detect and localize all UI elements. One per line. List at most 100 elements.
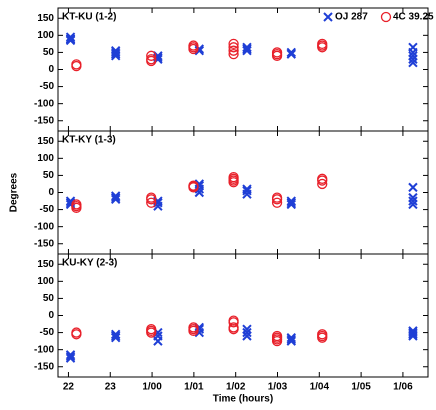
y-tick-label: -100: [34, 221, 54, 232]
x-marker: [286, 198, 296, 208]
o-marker: [380, 11, 392, 23]
y-tick-label: -150: [34, 115, 54, 126]
o-marker: [146, 327, 157, 338]
x-marker: [286, 49, 296, 59]
y-tick-label: 0: [48, 64, 54, 75]
o-marker: [71, 199, 82, 210]
o-marker: [317, 173, 328, 184]
x-marker: [110, 49, 121, 59]
o-marker: [188, 181, 199, 192]
x-marker: [408, 54, 418, 64]
x-marker: [242, 327, 252, 338]
x-marker: [286, 334, 296, 345]
o-marker: [317, 332, 328, 343]
legend-label: OJ 287: [335, 12, 368, 23]
x-marker: [194, 46, 205, 56]
y-tick-label: -50: [40, 204, 55, 215]
o-marker: [228, 42, 239, 53]
x-marker: [110, 329, 121, 339]
x-tick-label: 1/04: [310, 382, 330, 393]
x-marker: [65, 353, 76, 363]
x-marker: [110, 191, 121, 201]
x-marker: [408, 182, 418, 193]
x-axis-label: Time (hours): [213, 394, 273, 405]
o-marker: [146, 192, 157, 203]
o-marker: [271, 192, 283, 203]
o-marker: [188, 322, 199, 333]
y-tick-label: 150: [37, 136, 54, 147]
o-marker: [188, 43, 199, 55]
y-tick-label: 0: [48, 310, 54, 321]
x-marker: [408, 57, 418, 68]
x-marker: [408, 199, 418, 210]
y-tick-label: -50: [40, 327, 55, 338]
panel-frame: [57, 7, 429, 132]
panel-frame: [57, 253, 429, 378]
x-marker: [110, 333, 121, 343]
y-tick-label: -100: [34, 98, 54, 109]
x-marker: [408, 51, 418, 61]
x-tick-label: 1/01: [184, 382, 204, 393]
x-marker: [286, 196, 296, 206]
x-tick-label: 23: [105, 382, 117, 393]
o-marker: [228, 171, 239, 183]
x-marker: [65, 32, 76, 42]
o-marker: [228, 175, 239, 186]
x-marker: [242, 42, 252, 52]
x-marker: [65, 198, 76, 208]
y-tick-label: 0: [48, 187, 54, 198]
o-marker: [228, 38, 239, 50]
o-marker: [271, 335, 283, 347]
o-marker: [188, 40, 199, 51]
x-marker: [408, 42, 418, 52]
y-tick-label: 150: [37, 259, 54, 270]
y-tick-label: 50: [43, 170, 55, 181]
y-tick-label: 50: [43, 293, 55, 304]
x-marker: [323, 12, 333, 22]
o-marker: [146, 50, 157, 61]
y-tick-label: -100: [34, 344, 54, 355]
x-marker: [242, 331, 252, 341]
o-marker: [188, 325, 199, 337]
x-marker: [242, 184, 252, 194]
y-tick-label: -50: [40, 81, 55, 92]
x-tick-label: 1/02: [226, 382, 246, 393]
x-marker: [110, 331, 121, 341]
y-tick-label: -150: [34, 238, 54, 249]
o-marker: [228, 45, 239, 56]
x-tick-label: 1/05: [351, 382, 371, 393]
y-tick-label: 50: [43, 47, 55, 58]
o-marker: [71, 329, 82, 340]
o-marker: [146, 197, 157, 208]
y-tick-label: 150: [37, 13, 54, 24]
x-tick-label: 1/00: [142, 382, 162, 393]
panel-title: KU-KY (2-3): [62, 258, 117, 269]
x-marker: [242, 46, 252, 56]
o-marker: [71, 60, 82, 72]
o-marker: [317, 38, 328, 50]
x-marker: [65, 34, 76, 45]
o-marker: [71, 202, 82, 214]
x-marker: [408, 196, 418, 206]
x-marker: [286, 336, 296, 346]
x-marker: [153, 336, 163, 346]
x-marker: [286, 47, 296, 58]
x-marker: [65, 350, 76, 360]
o-marker: [317, 178, 328, 190]
o-marker: [271, 197, 283, 208]
panel-title: KT-KU (1-2): [62, 12, 116, 23]
o-marker: [146, 324, 157, 335]
x-tick-label: 22: [63, 382, 75, 393]
x-marker: [408, 329, 418, 339]
o-marker: [146, 55, 157, 67]
x-marker: [110, 47, 121, 58]
o-marker: [228, 48, 239, 60]
o-marker: [271, 47, 283, 58]
x-marker: [65, 196, 76, 206]
o-marker: [271, 330, 283, 342]
x-marker: [286, 199, 296, 210]
x-marker: [110, 194, 121, 205]
y-tick-label: 100: [37, 30, 54, 41]
x-marker: [65, 351, 76, 362]
